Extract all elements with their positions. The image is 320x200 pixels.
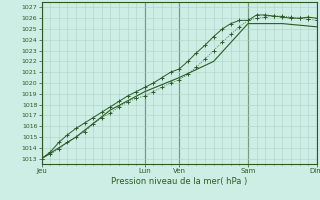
- X-axis label: Pression niveau de la mer( hPa ): Pression niveau de la mer( hPa ): [111, 177, 247, 186]
